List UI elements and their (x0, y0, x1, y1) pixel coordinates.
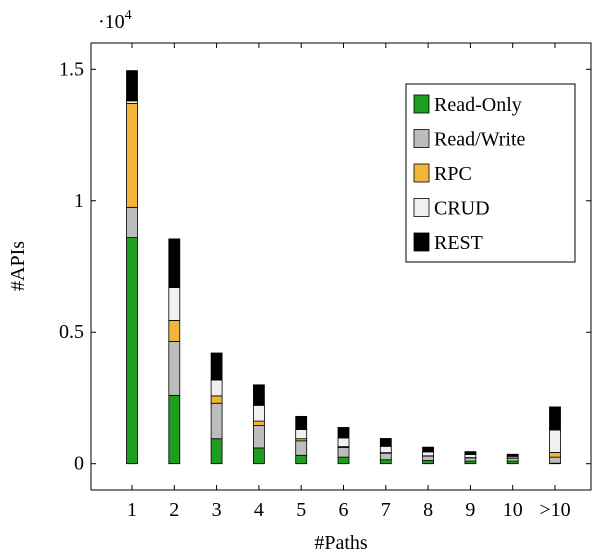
bar-segment-crud (379, 445, 392, 454)
bar-segment-rest (210, 352, 223, 381)
y-axis-label: #APIs (7, 241, 29, 291)
bar-segment-rpc (549, 451, 561, 458)
bar-segment-crud (295, 429, 308, 440)
bar-segment-rpc (252, 420, 265, 426)
bar-segment-read-write (464, 457, 477, 462)
bar-segment-read-only (337, 456, 350, 465)
legend-label: REST (434, 232, 483, 254)
bar-segment-crud (168, 287, 181, 321)
bar-segment-read-write (252, 425, 265, 449)
x-tick-label: 7 (381, 499, 391, 521)
legend-label: Read/Write (434, 129, 526, 151)
y-tick-label: 1 (74, 190, 84, 212)
bar-segment-rpc (210, 395, 223, 404)
bar-segment-rest (168, 238, 181, 288)
x-tick-label: 1 (127, 499, 137, 521)
bar-segment-read-only (168, 394, 181, 465)
legend-swatch (413, 94, 430, 114)
y-axis-ticks: 0 0.5 1 1.5 (59, 58, 591, 475)
bar-segment-rest (295, 415, 308, 430)
bar-segment-read-write (126, 206, 138, 238)
x-tick-label: 2 (169, 499, 179, 521)
x-tick-label: 8 (423, 499, 433, 521)
x-tick-label: 9 (465, 499, 475, 521)
bar-segment-read-write (337, 447, 350, 458)
x-tick-label: 10 (503, 499, 523, 521)
legend-swatch (413, 232, 430, 252)
y-tick-label: 1.5 (59, 58, 84, 80)
bar-segment-read-write (168, 341, 181, 396)
x-axis-label: #Paths (314, 532, 368, 554)
bar-segment-rest (126, 70, 138, 102)
y-tick-label: 0.5 (59, 321, 84, 343)
bar-segment-read-only (295, 454, 308, 465)
bar-segment-rest (506, 453, 519, 457)
x-tick-label: >10 (539, 499, 570, 521)
bar-segment-read-only (210, 438, 223, 465)
bar-segment-read-write (549, 456, 561, 464)
y-scale-label: ·104 (98, 8, 132, 33)
legend-label: RPC (434, 163, 472, 185)
bar-segment-crud (210, 379, 223, 397)
x-tick-label: 6 (339, 499, 349, 521)
legend-swatch (413, 163, 430, 183)
legend-label: CRUD (434, 198, 490, 220)
bar-segment-read-write (379, 452, 392, 461)
bar-segment-rest (464, 451, 477, 455)
bar-segment-read-only (252, 447, 265, 465)
bar-segment-read-only (422, 460, 435, 465)
legend-swatch (413, 198, 430, 217)
x-tick-label: 5 (296, 499, 306, 521)
x-tick-label: 3 (212, 499, 222, 521)
bar-segment-read-only (126, 237, 138, 465)
bar-segment-read-write (422, 455, 435, 461)
x-axis-ticks: 1 2 3 4 5 6 7 8 9 10 >10 (127, 43, 571, 521)
x-tick-label: 4 (254, 499, 264, 521)
bar-segment-read-write (210, 402, 223, 440)
bar-segment-rest (252, 384, 265, 406)
bar-segment-rest (337, 427, 350, 439)
bar-segment-read-write (506, 457, 519, 462)
bar-segment-rpc (126, 103, 138, 208)
legend-box (405, 83, 576, 263)
bar-segment-crud (422, 451, 435, 457)
plot-frame (90, 42, 592, 491)
bar-segment-read-write (295, 440, 308, 456)
y-tick-label: 0 (74, 453, 84, 475)
bar-segment-rest (379, 438, 392, 447)
bar-segment-crud (464, 454, 477, 459)
bar-segment-rpc (168, 320, 181, 342)
bars-layer (126, 70, 561, 465)
legend: Read-Only Read/Write RPC CRUD REST (405, 83, 576, 263)
bar-segment-crud (549, 429, 561, 453)
bar-segment-rest (422, 446, 435, 453)
bar-segment-crud (337, 437, 350, 448)
legend-label: Read-Only (434, 94, 522, 116)
bar-segment-rest (549, 406, 561, 431)
legend-swatch (413, 129, 430, 148)
bar-segment-read-only (379, 459, 392, 465)
bar-segment-crud (252, 404, 265, 422)
